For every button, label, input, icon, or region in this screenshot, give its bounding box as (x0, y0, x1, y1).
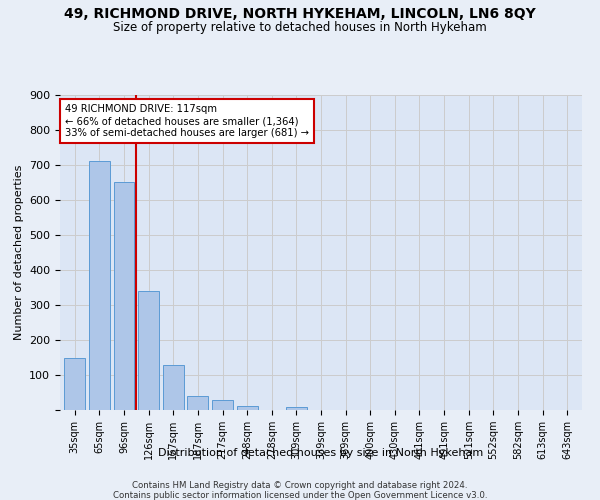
Bar (138, 290, 159, 410)
Bar (163, 365, 184, 410)
Bar (212, 400, 233, 410)
Text: Contains public sector information licensed under the Open Government Licence v3: Contains public sector information licen… (113, 491, 487, 500)
Text: Distribution of detached houses by size in North Hykeham: Distribution of detached houses by size … (158, 448, 484, 458)
Bar (187, 396, 208, 410)
Text: Size of property relative to detached houses in North Hykeham: Size of property relative to detached ho… (113, 21, 487, 34)
Bar (64, 358, 85, 410)
Bar (286, 406, 307, 410)
Text: Contains HM Land Registry data © Crown copyright and database right 2024.: Contains HM Land Registry data © Crown c… (132, 481, 468, 490)
Bar (236, 406, 257, 410)
Text: 49 RICHMOND DRIVE: 117sqm
← 66% of detached houses are smaller (1,364)
33% of se: 49 RICHMOND DRIVE: 117sqm ← 66% of detac… (65, 104, 309, 138)
Bar (89, 161, 110, 410)
Y-axis label: Number of detached properties: Number of detached properties (14, 165, 23, 340)
Text: 49, RICHMOND DRIVE, NORTH HYKEHAM, LINCOLN, LN6 8QY: 49, RICHMOND DRIVE, NORTH HYKEHAM, LINCO… (64, 8, 536, 22)
Bar (113, 182, 134, 410)
